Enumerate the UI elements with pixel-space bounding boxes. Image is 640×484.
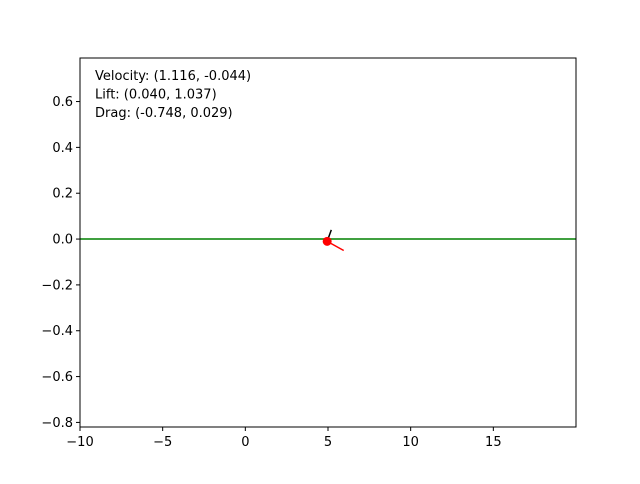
x-tick-label: 15: [485, 435, 502, 450]
ticks-layer: −10 −5 0 5 10 15 −0.8 −0.6 −0.4 −0.2 0.0 0.2 0.4 0.6: [41, 95, 501, 450]
annotation-text: Drag: (-0.748, 0.029): [95, 106, 233, 121]
annotation-text: Lift: (0.040, 1.037): [95, 88, 217, 103]
y-tick-label: −0.6: [41, 370, 73, 385]
position-point: [322, 236, 332, 246]
y-tick-label: 0.2: [52, 187, 73, 202]
y-tick-label: 0.4: [52, 141, 73, 156]
y-tick-label: −0.4: [41, 324, 73, 339]
x-tick-label: −10: [66, 435, 93, 450]
y-tick-label: 0.0: [52, 233, 73, 248]
y-tick-label: −0.2: [41, 278, 73, 293]
plot-layer: [80, 229, 576, 252]
x-tick-label: 0: [241, 435, 249, 450]
y-tick-label: 0.6: [52, 95, 73, 110]
annotation-layer: Velocity: (1.116, -0.044) Lift: (0.040, 1…: [95, 69, 251, 121]
x-tick-label: −5: [153, 435, 172, 450]
axes-frame: [79, 57, 577, 428]
x-tick-label: 5: [324, 435, 332, 450]
x-tick-label: 10: [402, 435, 419, 450]
annotation-text: Velocity: (1.116, -0.044): [95, 69, 251, 84]
y-tick-label: −0.8: [41, 416, 73, 431]
